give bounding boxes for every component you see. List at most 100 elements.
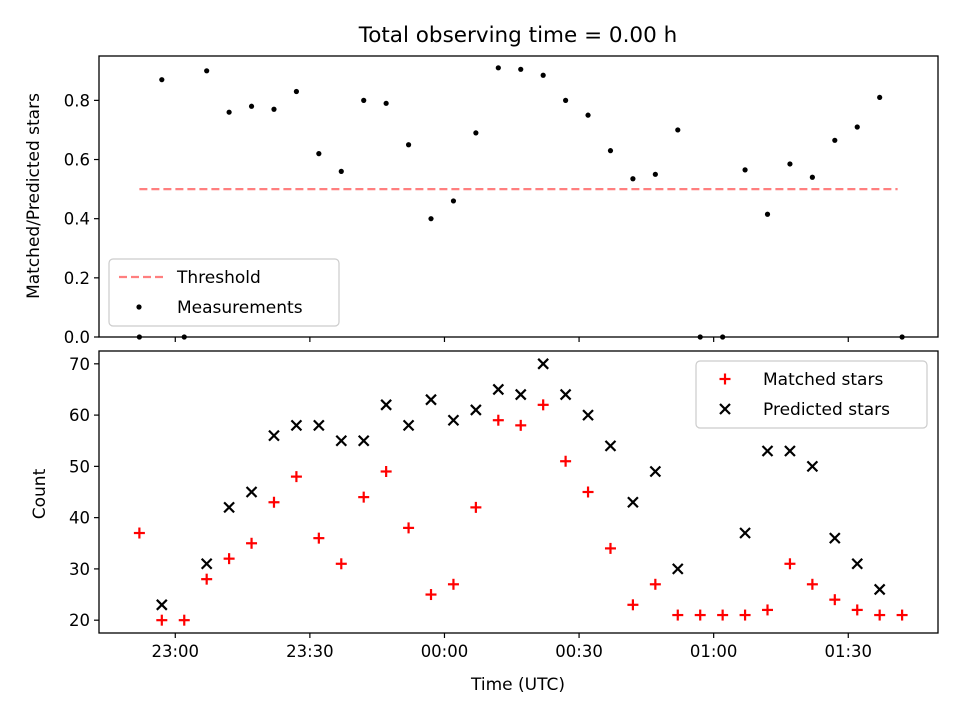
y-tick-label: 20 (69, 611, 90, 630)
y-tick-label: 60 (69, 406, 90, 425)
matched-stars-point (896, 609, 908, 621)
y-tick-label: 40 (69, 509, 90, 528)
matched-stars-point (335, 558, 347, 570)
top-legend: Threshold Measurements (108, 258, 340, 327)
y-tick-label: 0.8 (64, 91, 90, 110)
measurement-point (877, 94, 883, 101)
matched-stars-point (649, 578, 661, 590)
y-tick-label: 70 (69, 355, 90, 374)
matched-stars-point (156, 614, 168, 626)
predicted-stars-point (425, 393, 437, 406)
matched-stars-point (694, 609, 706, 621)
measurement-point (248, 103, 255, 109)
predicted-stars-point (156, 599, 168, 611)
predicted-stars-point (470, 404, 482, 416)
matched-stars-point (470, 501, 482, 513)
matched-stars-point (313, 532, 325, 544)
matched-stars-point (717, 609, 729, 621)
matched-stars-point (178, 614, 190, 626)
x-tick-label: 00:30 (555, 642, 603, 661)
predicted-stars-point (873, 583, 886, 596)
measurement-point (742, 167, 748, 173)
measurement-point (338, 168, 344, 174)
predicted-stars-point (851, 558, 864, 570)
measurement-point (787, 161, 793, 167)
predicted-stars-point (784, 445, 796, 457)
predicted-stars-point (806, 460, 819, 473)
bottom-panel: 20 30 40 50 60 70 23:00 23:30 00:00 00:30 01:00 01… (30, 350, 939, 695)
matched-stars-point (537, 399, 549, 411)
matched-stars-point (515, 419, 527, 431)
matched-stars-point (851, 604, 863, 616)
measurement-point (293, 88, 300, 95)
x-tick-label: 01:30 (824, 642, 872, 661)
predicted-stars-point (313, 419, 325, 432)
predicted-stars-point (357, 434, 370, 447)
matched-stars-point (784, 558, 796, 570)
measurement-point (316, 151, 322, 157)
measurements-legend-label: Measurements (177, 298, 303, 318)
matched-stars-point (739, 609, 751, 621)
measurement-point (495, 65, 501, 71)
predicted-stars-point (245, 486, 258, 498)
y-tick-label: 50 (69, 457, 90, 476)
top-legend-box (108, 258, 340, 327)
measurement-point (473, 130, 479, 136)
measurement-point (204, 68, 210, 74)
matched-stars-point (492, 414, 504, 426)
y-tick-label: 0.2 (64, 269, 90, 288)
y-tick-label: 0.4 (64, 210, 90, 229)
measurement-point (271, 106, 277, 112)
measurement-point (809, 174, 815, 180)
measurement-point (652, 171, 658, 177)
predicted-stars-point (200, 558, 213, 570)
predicted-stars-point (268, 429, 280, 442)
predicted-stars-point (447, 414, 460, 426)
matched-stars-point (290, 471, 302, 483)
matched-stars-point (133, 527, 145, 539)
matched-stars-point (874, 609, 886, 621)
predicted-stars-point (380, 399, 392, 411)
predicted-stars-point (290, 419, 303, 432)
x-axis-label: Time (UTC) (470, 675, 565, 695)
predicted-stars-point (514, 388, 527, 401)
measurement-point (585, 112, 591, 118)
measurement-point (540, 72, 546, 78)
measurement-point (764, 211, 771, 217)
predicted-stars-point (671, 563, 684, 575)
top-panel: 0.00.20.40.60.8 Matched/Predicted stars … (24, 55, 939, 347)
predicted-stars-point (739, 527, 751, 539)
matched-stars-point (358, 491, 370, 503)
measurement-point (226, 109, 232, 115)
matched-stars-point (762, 604, 774, 616)
matched-stars-point (201, 573, 213, 585)
matched-stars-point (560, 455, 572, 467)
matched-stars-point (246, 537, 258, 549)
measurement-point (383, 100, 389, 106)
matched-stars-legend-label: Matched stars (763, 370, 883, 390)
predicted-stars-point (829, 532, 841, 544)
predicted-swatch-mark (719, 403, 731, 415)
measurement-point (563, 97, 569, 103)
x-tick-label: 01:00 (690, 642, 738, 661)
chart-title: Total observing time = 0.00 h (358, 23, 678, 48)
measurement-point (159, 77, 165, 83)
matched-stars-point (604, 542, 616, 554)
predicted-stars-point (761, 445, 774, 457)
matched-stars-point (268, 496, 280, 508)
bottom-axes-frame (98, 350, 939, 634)
matched-stars-point (223, 553, 235, 565)
predicted-stars-point (223, 501, 235, 514)
bottom-y-axis-label: Count (30, 468, 50, 519)
matched-stars-point (403, 522, 415, 534)
matched-stars-point (447, 578, 459, 590)
predicted-stars-legend-swatch (719, 403, 731, 415)
matched-stars-point (806, 578, 818, 590)
x-tick-label: 23:00 (151, 642, 199, 661)
matched-stars-point (380, 465, 392, 477)
measurement-point (518, 66, 524, 72)
matched-stars-point (627, 599, 639, 611)
matched-stars-point (582, 486, 594, 498)
measurement-point (428, 216, 434, 222)
